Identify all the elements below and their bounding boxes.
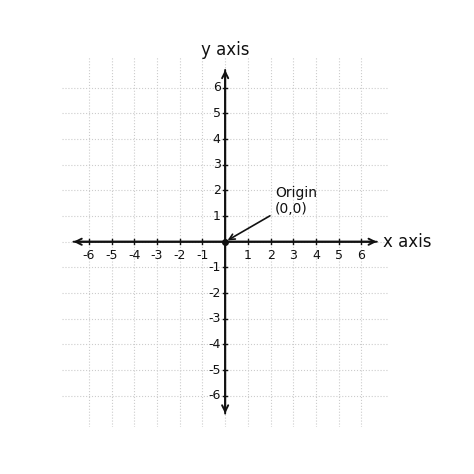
Text: 2: 2 (213, 184, 220, 197)
Text: 3: 3 (289, 249, 297, 263)
Text: -4: -4 (128, 249, 140, 263)
Text: Origin
(0,0): Origin (0,0) (229, 185, 317, 239)
Text: -2: -2 (173, 249, 186, 263)
Text: -5: -5 (208, 364, 220, 377)
Text: 6: 6 (357, 249, 365, 263)
Text: x axis: x axis (383, 233, 431, 251)
Text: 3: 3 (213, 158, 220, 171)
Text: -3: -3 (151, 249, 163, 263)
Text: -4: -4 (208, 338, 220, 351)
Text: 1: 1 (244, 249, 252, 263)
Text: 4: 4 (213, 133, 220, 146)
Text: -1: -1 (196, 249, 209, 263)
Text: -1: -1 (208, 261, 220, 274)
Text: -6: -6 (208, 389, 220, 402)
Text: -6: -6 (82, 249, 95, 263)
Text: 4: 4 (312, 249, 320, 263)
Text: -5: -5 (105, 249, 118, 263)
Text: 5: 5 (213, 107, 220, 120)
Text: -2: -2 (208, 287, 220, 300)
Text: -3: -3 (208, 312, 220, 325)
Text: y axis: y axis (201, 41, 249, 59)
Text: 5: 5 (335, 249, 343, 263)
Text: 1: 1 (213, 210, 220, 223)
Text: 6: 6 (213, 81, 220, 94)
Text: 2: 2 (267, 249, 274, 263)
